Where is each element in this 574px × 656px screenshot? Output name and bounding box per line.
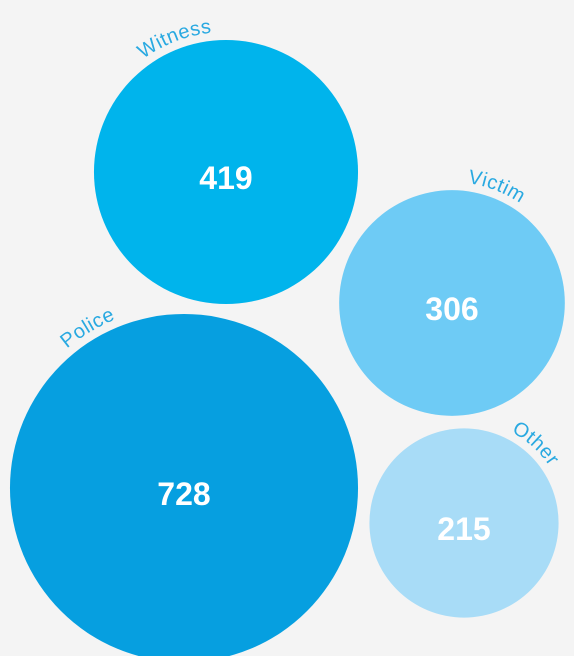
bubble bbox=[93, 39, 359, 305]
bubble bbox=[369, 428, 559, 618]
value-label: 306 bbox=[425, 291, 478, 327]
bubble bbox=[339, 190, 565, 416]
value-label: 728 bbox=[157, 476, 210, 512]
bubble bbox=[10, 314, 358, 656]
value-label: 215 bbox=[437, 511, 490, 547]
value-label: 419 bbox=[199, 160, 252, 196]
